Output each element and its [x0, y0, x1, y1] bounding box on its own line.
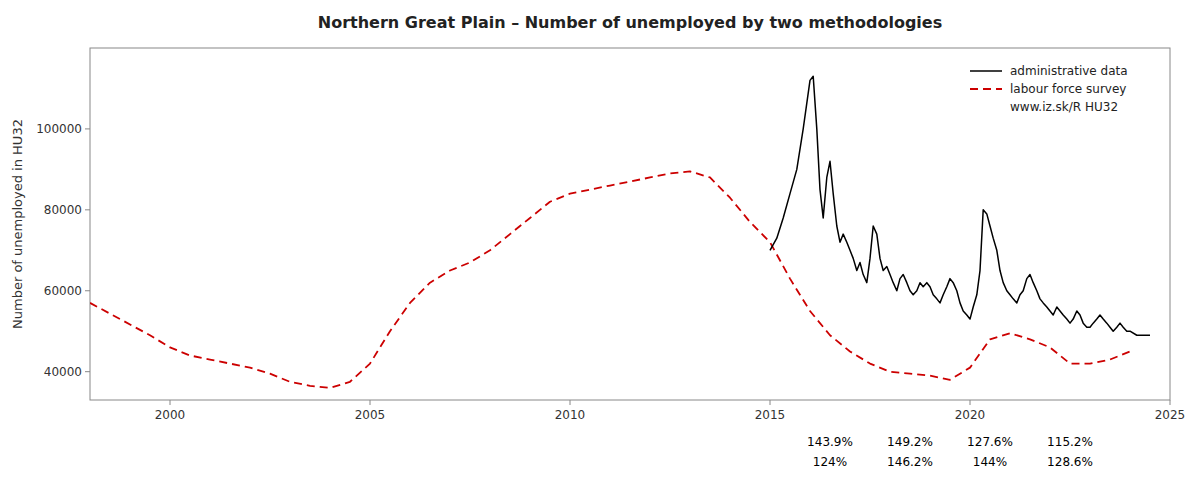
y-axis-label: Number of unemployed in HU32 — [10, 119, 25, 329]
x-tick-label: 2015 — [755, 408, 786, 422]
x-tick-label: 2010 — [555, 408, 586, 422]
y-tick-label: 80000 — [44, 203, 82, 217]
axes: 40000 60000 80000 100000 2000 2005 2010 2015 202… — [36, 122, 1185, 422]
annotation: 124% — [813, 455, 847, 469]
legend-label: administrative data — [1010, 64, 1128, 78]
y-tick — [85, 209, 90, 210]
series-line — [770, 76, 1150, 335]
annotations: 143.9% 149.2% 127.6% 115.2% 124% 146.2% 144% 12… — [807, 435, 1093, 469]
annotation: 143.9% — [807, 435, 853, 449]
legend-source: www.iz.sk/R HU32 — [1010, 100, 1118, 114]
x-tick-label: 2000 — [155, 408, 186, 422]
x-tick — [770, 400, 771, 405]
x-tick-label: 2005 — [355, 408, 386, 422]
x-tick — [570, 400, 571, 405]
series-line — [90, 171, 1130, 387]
legend: administrative data labour force survey ww… — [970, 64, 1128, 114]
x-tick-label: 2025 — [1155, 408, 1186, 422]
chart-svg: Northern Great Plain – Number of unemplo… — [0, 0, 1200, 500]
y-tick-label: 40000 — [44, 365, 82, 379]
chart-title: Northern Great Plain – Number of unemplo… — [318, 13, 942, 32]
annotation: 146.2% — [887, 455, 933, 469]
annotation: 128.6% — [1047, 455, 1093, 469]
legend-swatch — [970, 88, 1002, 90]
y-tick — [85, 371, 90, 372]
lines — [90, 76, 1150, 388]
legend-swatch — [970, 70, 1002, 72]
x-tick — [1170, 400, 1171, 405]
y-tick-label: 100000 — [36, 122, 82, 136]
annotation: 115.2% — [1047, 435, 1093, 449]
x-tick — [970, 400, 971, 405]
annotation: 149.2% — [887, 435, 933, 449]
annotation: 144% — [973, 455, 1007, 469]
x-tick — [170, 400, 171, 405]
x-tick — [370, 400, 371, 405]
legend-label: labour force survey — [1010, 82, 1126, 96]
x-tick-label: 2020 — [955, 408, 986, 422]
annotation: 127.6% — [967, 435, 1013, 449]
plot-frame — [90, 48, 1170, 400]
chart-container: Northern Great Plain – Number of unemplo… — [0, 0, 1200, 500]
y-tick — [85, 128, 90, 129]
y-tick-label: 60000 — [44, 284, 82, 298]
y-tick — [85, 290, 90, 291]
